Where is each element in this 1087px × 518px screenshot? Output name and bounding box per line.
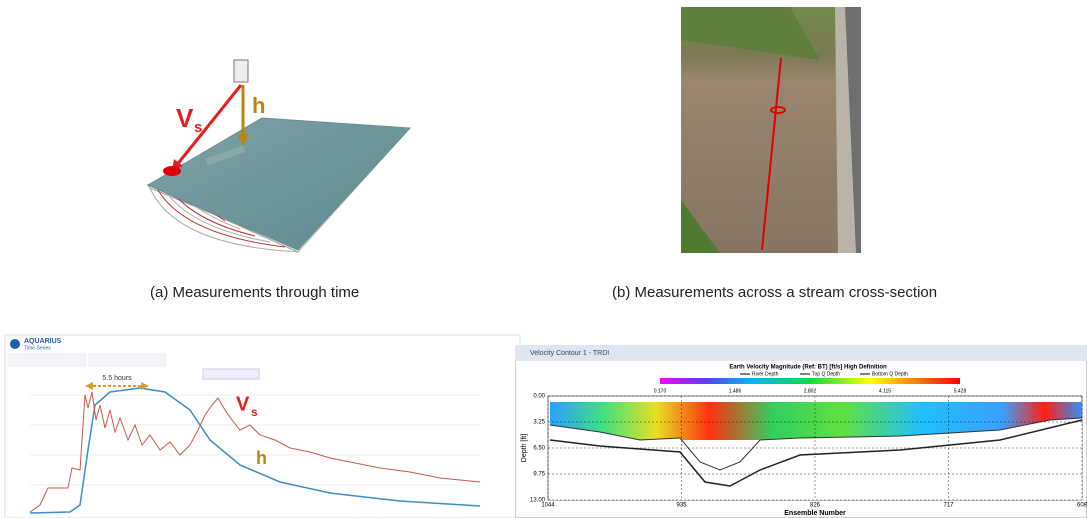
velocity-label: V bbox=[236, 393, 250, 415]
window-title: Velocity Contour 1 - TRDI bbox=[530, 350, 609, 357]
photo-b bbox=[681, 7, 861, 253]
x-axis-label: Ensemble Number bbox=[784, 510, 846, 517]
y-tick-label: 3.25 bbox=[533, 420, 545, 426]
colorbar-tick: 4.115 bbox=[879, 388, 891, 394]
colorbar-tick: 5.428 bbox=[954, 388, 967, 394]
x-tick-label: 608 bbox=[1077, 503, 1087, 509]
y-tick-label: 9.75 bbox=[533, 472, 545, 478]
colorbar-tick: 2.802 bbox=[804, 388, 817, 394]
figure: V s h (a) Measurements through time (b) … bbox=[0, 0, 1087, 518]
x-tick-label: 826 bbox=[810, 503, 821, 509]
app-name: AQUARIUS bbox=[24, 338, 62, 345]
caption-b: (b) Measurements across a stream cross-s… bbox=[612, 284, 937, 301]
colorbar-tick: 1.486 bbox=[729, 388, 742, 394]
app-subtitle: Time-Series bbox=[24, 345, 51, 351]
y-tick-label: 6.50 bbox=[533, 446, 545, 452]
caption-a: (a) Measurements through time bbox=[150, 284, 359, 301]
legend-entry: River Depth bbox=[752, 371, 779, 377]
colorbar-tick: 0.170 bbox=[654, 388, 667, 394]
velocity-label: V bbox=[176, 103, 194, 133]
velocity-subscript: s bbox=[194, 119, 202, 136]
contour-panel: Velocity Contour 1 - TRDI Earth Velocity… bbox=[515, 345, 1087, 518]
legend-entry: Top Q Depth bbox=[812, 371, 840, 377]
height-label: h bbox=[252, 93, 265, 118]
legend-entry: Bottom Q Depth bbox=[872, 371, 908, 377]
diagram-a: V s h bbox=[148, 60, 410, 252]
velocity-subscript: s bbox=[251, 405, 258, 419]
hydrograph-panel: AQUARIUS Time-Series 5.5 hours V s h bbox=[5, 335, 520, 518]
y-tick-label: 0.00 bbox=[533, 394, 545, 400]
x-tick-label: 1044 bbox=[541, 503, 555, 509]
x-tick-label: 717 bbox=[943, 503, 954, 509]
y-axis-label: Depth [ft] bbox=[521, 434, 528, 462]
x-tick-label: 935 bbox=[676, 503, 687, 509]
height-label: h bbox=[256, 448, 267, 468]
duration-label: 5.5 hours bbox=[102, 375, 132, 382]
contour-title: Earth Velocity Magnitude (Ref: BT) [ft/s… bbox=[729, 365, 887, 371]
